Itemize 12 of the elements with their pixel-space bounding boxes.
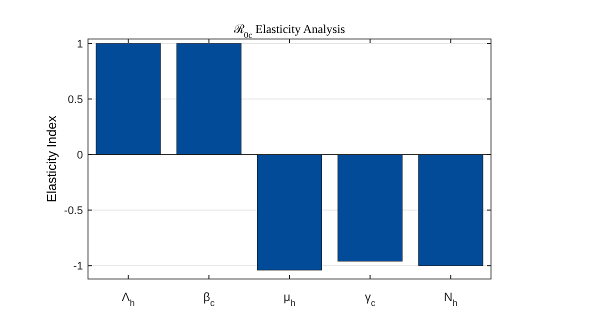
y-axis-title: Elasticity Index <box>44 115 59 202</box>
x-tick-label: γ$_{c}$ <box>364 290 376 308</box>
x-tick-label: μ$_{h}$ <box>284 290 296 308</box>
y-tick-label: 0.5 <box>68 94 83 106</box>
x-tick-label: N$_{h}$ <box>444 290 458 308</box>
y-tick-label: 0 <box>76 149 83 162</box>
y-tick-label: 1 <box>76 38 83 50</box>
x-tick-label: Λ$_{h}$ <box>122 290 135 308</box>
x-tick-label: β$_{c}$ <box>203 290 216 308</box>
y-tick-label: -0.5 <box>64 204 83 217</box>
y-tick-label: -1 <box>73 260 83 273</box>
chart-title: ℛ$_{0c}$ Elasticity Analysis <box>232 22 346 40</box>
